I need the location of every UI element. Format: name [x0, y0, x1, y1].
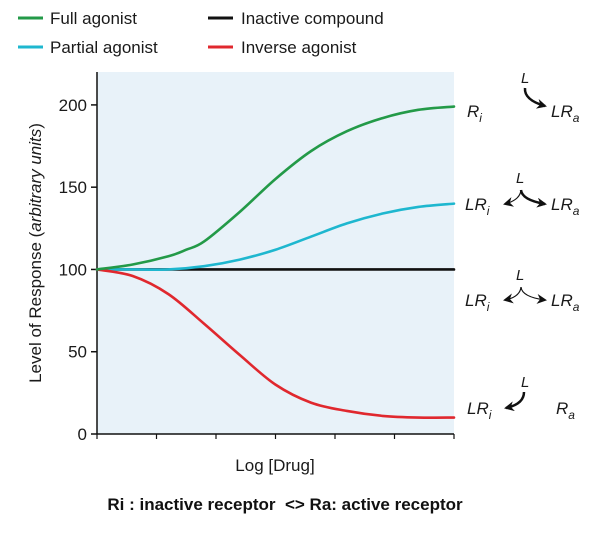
y-tick-label: 50: [68, 343, 87, 362]
scheme3-arrow-left: [503, 286, 522, 304]
legend-label-full-agonist: Full agonist: [50, 9, 137, 28]
legend-item-full-agonist: Full agonist: [18, 9, 137, 28]
legend-item-inactive-compound: Inactive compound: [208, 9, 384, 28]
plot-area: [97, 72, 454, 434]
legend-item-partial-agonist: Partial agonist: [18, 38, 158, 57]
scheme-inactive-compound: LRi L LRa: [465, 267, 580, 314]
scheme4-right: Ra: [556, 399, 575, 422]
scheme3-left: LRi: [465, 291, 490, 314]
y-ticks: 0 50 100 150 200: [59, 96, 97, 444]
legend-label-inverse-agonist: Inverse agonist: [241, 38, 357, 57]
scheme-full-agonist: Ri L LRa: [467, 70, 580, 125]
y-axis-label-prefix: Level of Response (: [26, 231, 45, 383]
scheme2-ligand: L: [516, 170, 524, 187]
scheme3-arrow-right: [520, 286, 547, 304]
scheme4-left: LRi: [467, 399, 492, 422]
y-tick-label: 200: [59, 96, 87, 115]
scheme1-ligand: L: [521, 70, 529, 87]
y-tick-label: 100: [59, 260, 87, 279]
scheme3-right: LRa: [551, 291, 580, 314]
scheme1-left: Ri: [467, 102, 482, 125]
scheme-partial-agonist: LRi L LRa: [465, 170, 580, 218]
scheme2-left: LRi: [465, 195, 490, 218]
scheme3-ligand: L: [516, 267, 524, 284]
x-axis-label: Log [Drug]: [235, 456, 314, 475]
y-axis-label-italic: arbitrary units: [26, 128, 45, 231]
legend: Full agonist Inactive compound Partial a…: [18, 9, 384, 57]
scheme4-ligand: L: [521, 374, 529, 391]
legend-label-inactive-compound: Inactive compound: [241, 9, 384, 28]
y-tick-label: 0: [78, 425, 87, 444]
scheme4-arrow: [504, 391, 526, 412]
scheme-inverse-agonist: LRi L Ra: [467, 374, 575, 422]
caption: Ri : inactive receptor <> Ra: active rec…: [107, 495, 463, 514]
scheme1-right: LRa: [551, 102, 580, 125]
scheme2-arrow-right: [519, 189, 547, 208]
series-line-full-agonist: [95, 105, 456, 271]
scheme2-right: LRa: [551, 195, 580, 218]
scheme1-arrow: [523, 87, 547, 109]
series-line-inverse-agonist: [95, 268, 456, 419]
y-tick-label: 150: [59, 178, 87, 197]
y-axis-label: Level of Response (arbitrary units): [26, 123, 45, 383]
x-ticks: [96, 434, 455, 439]
legend-item-inverse-agonist: Inverse agonist: [208, 38, 357, 57]
legend-label-partial-agonist: Partial agonist: [50, 38, 158, 57]
series-line-partial-agonist: [95, 202, 456, 271]
series-layer: [95, 105, 456, 419]
y-axis-label-suffix: ): [26, 123, 45, 129]
scheme2-arrow-left: [503, 189, 522, 207]
